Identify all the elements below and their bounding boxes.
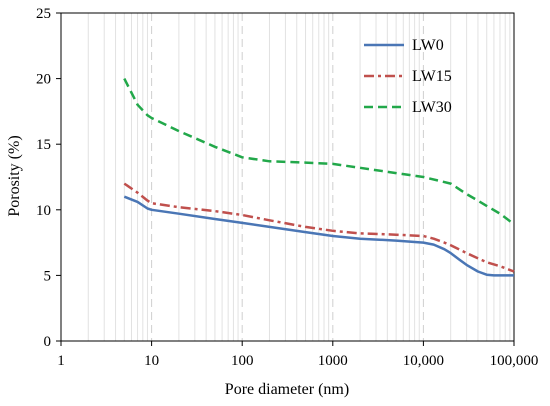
y-tick-label: 5: [44, 268, 52, 284]
plot-frame: [60, 12, 515, 342]
y-tick-label: 25: [36, 6, 51, 22]
y-tick-label: 20: [36, 72, 51, 88]
axes: 0 5 10 15 20 25 1 10 100 1000 10,000 100,000: [36, 6, 538, 369]
y-tick-label: 15: [36, 137, 51, 153]
legend-label-lw15: LW15: [412, 68, 452, 85]
x-tick-label: 10,000: [403, 353, 444, 369]
series-lines: [123, 78, 515, 277]
series-line-lw0: [123, 195, 514, 277]
x-axis-title: Pore diameter (nm): [225, 381, 349, 398]
legend-label-lw0: LW0: [412, 37, 444, 54]
y-tick-label: 10: [36, 203, 51, 219]
x-tick-label: 10: [144, 353, 159, 369]
y-axis-title: Porosity (%): [6, 135, 23, 216]
y-tick-label: 0: [44, 334, 52, 350]
legend-label-lw30: LW30: [412, 99, 452, 116]
vertical-gridlines: [87, 13, 511, 341]
x-tick-label: 100: [231, 353, 254, 369]
legend: LW0 LW15 LW30: [364, 37, 452, 116]
x-tick-label: 1: [57, 353, 65, 369]
x-tick-label: 1000: [318, 353, 348, 369]
series-line-lw30: [123, 78, 515, 226]
x-tick-label: 100,000: [490, 353, 539, 369]
series-line-lw15: [123, 182, 515, 273]
